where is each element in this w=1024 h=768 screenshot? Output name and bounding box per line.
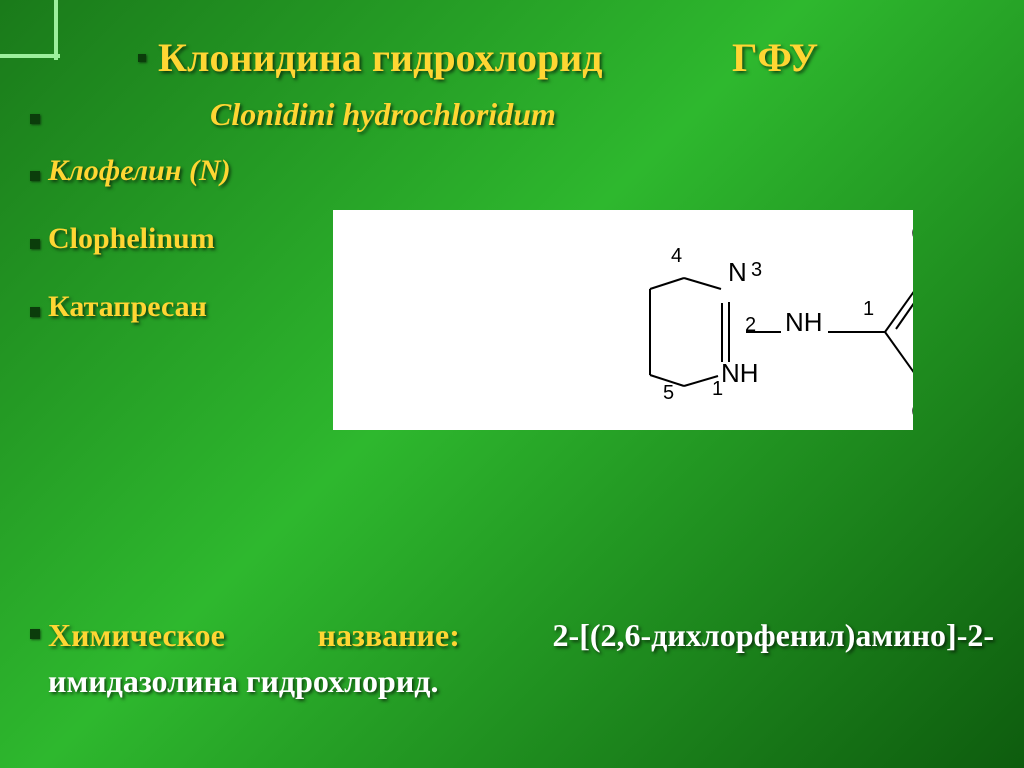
- structure-box: ClClNHNNHHCl.12345123456: [333, 210, 913, 430]
- svg-text:Cl: Cl: [911, 396, 913, 426]
- name-0: Клофелин (N): [48, 154, 231, 188]
- svg-text:N: N: [728, 257, 747, 287]
- name-2: Катапресан: [48, 290, 207, 324]
- structure-svg: ClClNHNNHHCl.12345123456: [333, 210, 913, 430]
- name-bullet-2: [30, 307, 40, 317]
- svg-text:NH: NH: [721, 358, 759, 388]
- title-main: Клонидина гидрохлорид: [158, 34, 603, 81]
- chemname-label: Химическое название:: [48, 617, 460, 653]
- svg-text:5: 5: [663, 382, 674, 404]
- slide: Клонидина гидрохлорид ГФУ Clonidini hydr…: [0, 0, 1024, 768]
- svg-text:2: 2: [745, 314, 756, 336]
- svg-text:1: 1: [863, 298, 874, 320]
- svg-text:3: 3: [751, 259, 762, 281]
- latin-name: Clonidini hydrochloridum: [210, 96, 556, 133]
- name-bullet-0: [30, 171, 40, 181]
- title-bullet: [138, 54, 146, 62]
- chemname-bullet: [30, 629, 40, 639]
- svg-text:1: 1: [712, 378, 723, 400]
- latin-bullet: [30, 114, 40, 124]
- svg-text:NH: NH: [785, 307, 823, 337]
- name-bullet-1: [30, 239, 40, 249]
- svg-text:Cl: Cl: [911, 218, 913, 248]
- name-1: Clophelinum: [48, 222, 215, 256]
- chemname-line: Химическое название: 2-[(2,6-дихлорфенил…: [48, 612, 994, 705]
- corner-accent: [0, 0, 75, 75]
- title-suffix: ГФУ: [732, 34, 818, 81]
- svg-text:4: 4: [671, 245, 682, 267]
